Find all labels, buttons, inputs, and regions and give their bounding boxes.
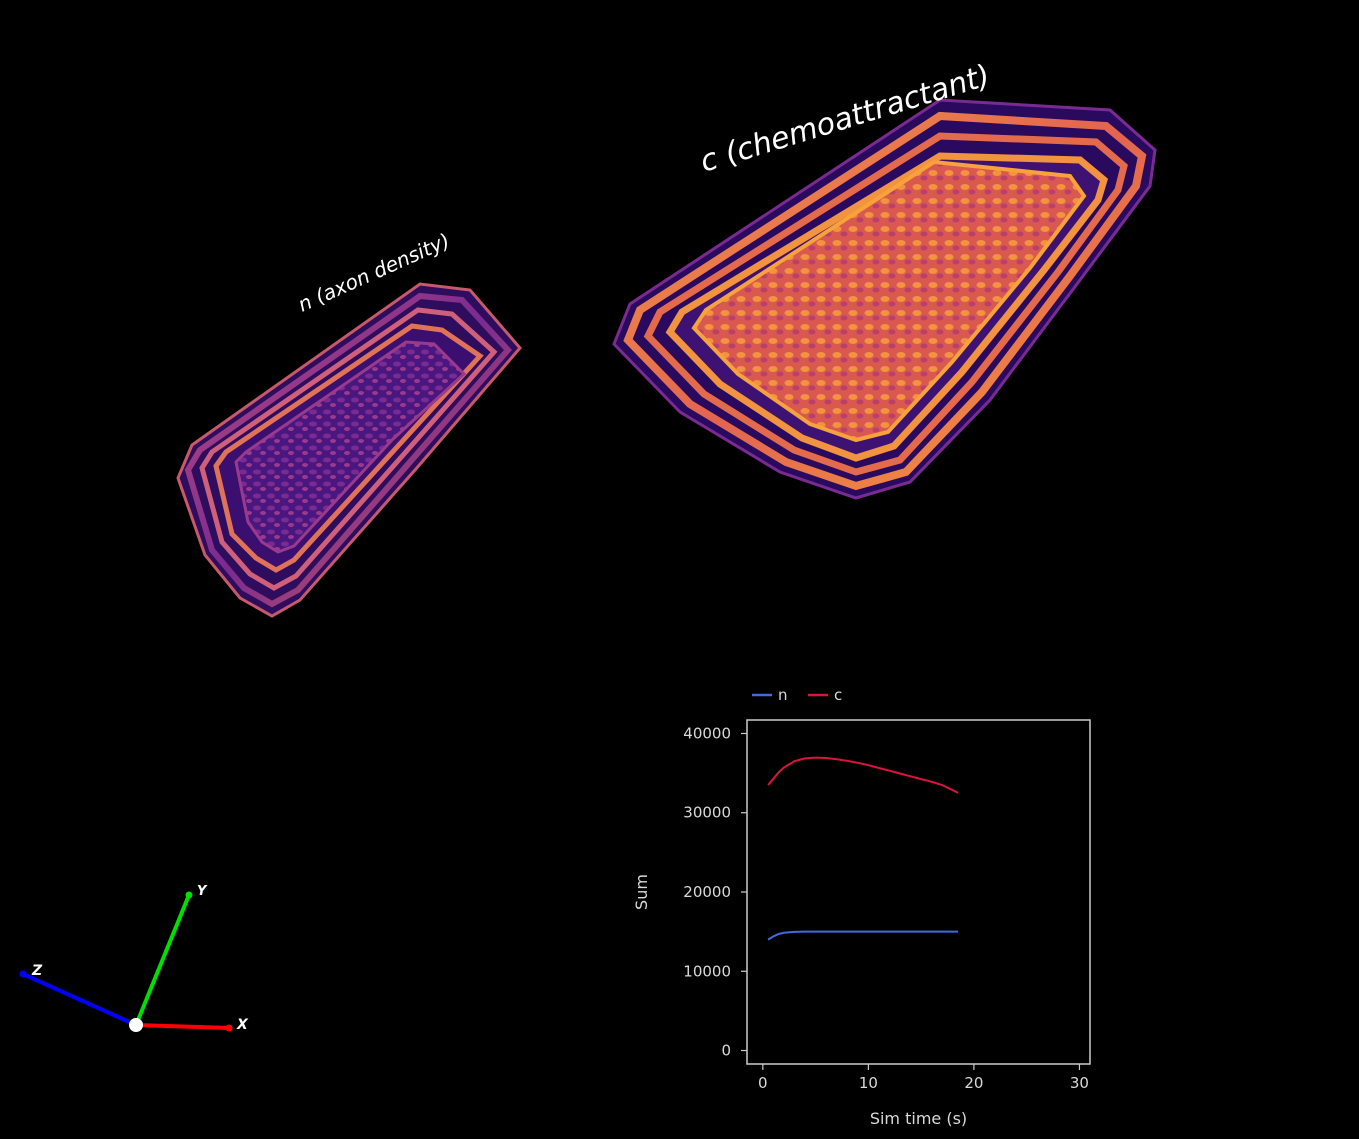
series-line-n <box>767 930 959 941</box>
z-axis-label: Z <box>31 963 43 979</box>
y-tick-label: 40000 <box>683 724 731 742</box>
axes-origin <box>129 1018 143 1032</box>
x-tick-label: 20 <box>964 1074 983 1092</box>
z-axis <box>22 972 137 1027</box>
x-tick-label: 10 <box>859 1074 878 1092</box>
series-line-c <box>767 756 959 794</box>
y-axis <box>134 894 191 1026</box>
plot-frame <box>746 719 1091 1065</box>
x-tick-label: 30 <box>1070 1074 1089 1092</box>
legend-label-c: c <box>834 686 842 704</box>
surface-n[interactable] <box>176 282 522 618</box>
y-tick-label: 20000 <box>683 883 731 901</box>
y-axis-title: Sum <box>632 874 651 910</box>
sum-over-time-chart[interactable]: 0 10 20 30 0 10000 20000 30000 40000 Sim time (s… <box>632 686 1091 1128</box>
orientation-axes-widget[interactable]: X Y Z <box>19 884 250 1033</box>
x-axis <box>135 1023 230 1030</box>
y-tick-label: 30000 <box>683 804 731 822</box>
surface-c[interactable] <box>612 98 1157 500</box>
y-tick-label: 0 <box>721 1042 731 1060</box>
x-axis-label: X <box>236 1017 249 1033</box>
x-axis-title: Sim time (s) <box>870 1109 967 1128</box>
y-axis-label: Y <box>197 884 208 899</box>
legend-label-n: n <box>778 686 788 704</box>
x-tick-label: 0 <box>758 1074 768 1092</box>
y-tick-label: 10000 <box>683 962 731 980</box>
